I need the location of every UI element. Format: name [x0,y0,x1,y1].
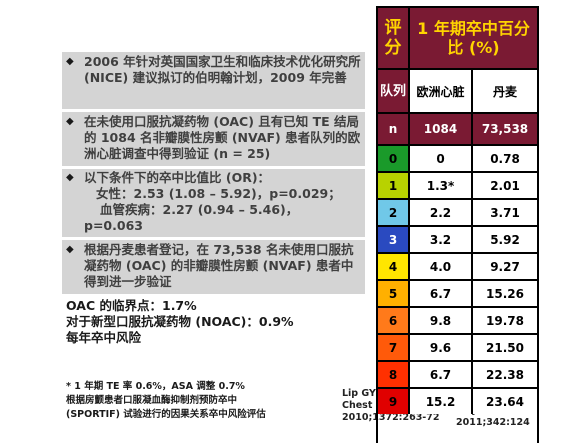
denmark-value: 5.92 [473,225,537,252]
bullet-1: ◆ 2006 年针对英国国家卫生和临床技术优化研究所 (NICE) 建议拟订的伯… [66,54,362,86]
citation-journal: Chest [342,400,373,411]
denmark-value: 22.38 [473,360,537,387]
bullet-text: 2006 年针对英国国家卫生和临床技术优化研究所 (NICE) 建议拟订的伯明翰… [84,54,361,85]
euro-heart-value: 1.3* [410,171,473,198]
euro-heart-value: 9.6 [410,333,473,360]
euro-heart-value: 6.7 [410,279,473,306]
stroke-rate-table: 评分 1 年期卒中百分比 (%) 队列 欧洲心脏 丹麦 n 1084 73,53… [376,6,539,443]
stroke-rate-header: 1 年期卒中百分比 (%) [410,8,537,68]
denmark-value: 15.26 [473,279,537,306]
bullet-box-4 [62,240,365,294]
bullet-box-2 [62,112,365,166]
euro-heart-value: 2.2 [410,198,473,225]
score-cell: 7 [378,333,410,360]
euro-heart-value: 0 [410,144,473,171]
bullet-text: 以下条件下的卒中比值比 (OR)： [84,170,271,185]
denmark-value: 0.78 [473,144,537,171]
diamond-bullet-icon: ◆ [66,116,74,127]
n-denmark: 73,538 [473,112,537,144]
oac-threshold-note: OAC 的临界点：1.7% 对于新型口服抗凝药物 (NOAC)：0.9% 每年卒… [66,298,366,346]
euro-heart-value: 4.0 [410,252,473,279]
denmark-value: 23.64 [473,387,537,414]
bullet-2: ◆ 在未使用口服抗凝药物 (OAC) 且有已知 TE 结局 的 1084 名非瓣… [66,114,362,162]
euro-heart-value: 15.2 [410,387,473,414]
footnote-line: (SPORTIF) 试验进行的因果关系卒中风险评估 [66,409,266,420]
denmark-header: 丹麦 [473,68,537,112]
bullet-subline: 女性：2.53 (1.08 – 5.92)，p=0.029； [96,186,341,201]
score-cell: 3 [378,225,410,252]
footnote: * 1 年期 TE 率 0.6%，ASA 调整 0.7% 根据房颤患者口服凝血酶… [66,380,366,422]
score-cell: 2 [378,198,410,225]
citation-ref: 2011;342:124 [456,417,530,428]
euro-heart-value: 6.7 [410,360,473,387]
citation-ref: 2010;1372:263-72 [342,412,440,423]
n-euro-heart: 1084 [410,112,473,144]
bullet-subline: 血管疾病：2.27 (0.94 – 5.46)， [100,202,299,217]
bullet-4: ◆ 根据丹麦患者登记，在 73,538 名未使用口服抗凝药物 (OAC) 的非瓣… [66,242,362,290]
diamond-bullet-icon: ◆ [66,244,74,255]
score-cell: 1 [378,171,410,198]
annual-risk-line: 每年卒中风险 [66,330,142,345]
bullet-text: 根据丹麦患者登记，在 73,538 名未使用口服抗凝药物 (OAC) 的非瓣膜性… [84,242,354,289]
score-cell: 9 [378,387,410,414]
denmark-value: 19.78 [473,306,537,333]
oac-line: OAC 的临界点：1.7% [66,298,197,313]
footnote-line: * 1 年期 TE 率 0.6%，ASA 调整 0.7% [66,381,245,392]
diamond-bullet-icon: ◆ [66,56,74,67]
denmark-value: 2.01 [473,171,537,198]
cohort-label: 队列 [378,68,410,112]
score-cell: 8 [378,360,410,387]
diamond-bullet-icon: ◆ [66,172,74,183]
score-cell: 4 [378,252,410,279]
denmark-value: 21.50 [473,333,537,360]
n-label: n [378,112,410,144]
bullet-box-3 [62,169,365,237]
score-cell: 5 [378,279,410,306]
score-cell: 0 [378,144,410,171]
denmark-value: 9.27 [473,252,537,279]
score-header: 评分 [378,8,410,68]
bullet-box-1 [62,52,365,109]
bullet-subline: p=0.063 [84,218,143,233]
footnote-line: 根据房颤患者口服凝血酶抑制剂预防卒中 [66,395,238,406]
euro-heart-value: 3.2 [410,225,473,252]
euro-heart-value: 9.8 [410,306,473,333]
denmark-value: 3.71 [473,198,537,225]
euro-heart-header: 欧洲心脏 [410,68,473,112]
bullet-text: 在未使用口服抗凝药物 (OAC) 且有已知 TE 结局 的 1084 名非瓣膜性… [84,114,361,161]
score-cell: 6 [378,306,410,333]
bullet-3: ◆ 以下条件下的卒中比值比 (OR)： 女性：2.53 (1.08 – 5.92… [66,170,362,234]
noac-line: 对于新型口服抗凝药物 (NOAC)：0.9% [66,314,294,329]
